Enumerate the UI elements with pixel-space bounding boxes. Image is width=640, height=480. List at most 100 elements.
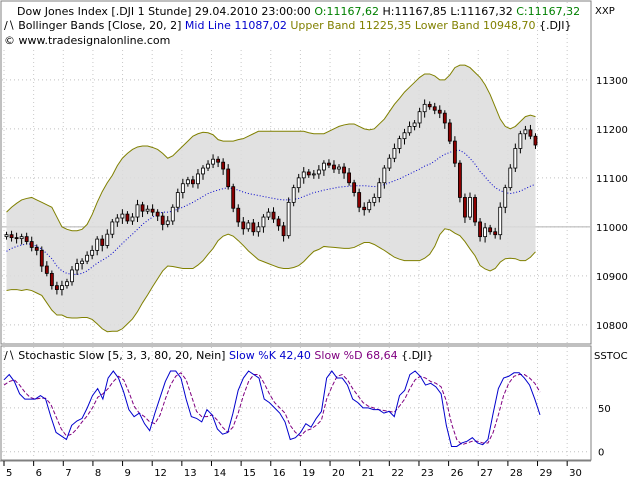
candle-body [90, 249, 95, 256]
candle-body [54, 285, 59, 290]
header-high-low: H:11167,85 L:11167,32 [382, 5, 516, 18]
time-tick-label: 15 [243, 468, 256, 479]
candle-body [362, 206, 367, 211]
candle-body [29, 241, 34, 248]
candle-body [75, 263, 79, 271]
candle-body [367, 201, 372, 211]
time-tick-label: 6 [36, 468, 42, 479]
candle-body [49, 272, 54, 287]
candle-body [372, 197, 377, 203]
time-tick-label: 28 [510, 468, 523, 479]
candle-body [417, 111, 422, 124]
header-close: C:11167,32 [516, 5, 580, 18]
candle-body [332, 164, 336, 170]
candle-body [100, 238, 105, 246]
time-tick-label: 29 [540, 468, 553, 479]
bollinger-icon: ∕∖ [4, 19, 18, 32]
time-tick-label: 27 [480, 468, 493, 479]
candle-body [231, 186, 236, 209]
stoch-name: Stochastic Slow [5, 3, 3, 80, 20, Nein] [18, 349, 229, 362]
candle-body [70, 269, 74, 283]
candle-body [140, 204, 145, 212]
candle-body [180, 183, 185, 193]
candle-body [65, 281, 69, 287]
candle-body [39, 249, 44, 267]
candle-body [206, 163, 210, 169]
candle-body [327, 162, 331, 166]
candle-body [442, 112, 447, 124]
time-tick-label: 13 [184, 468, 197, 479]
candle-body [191, 179, 195, 185]
time-tick-label: 19 [302, 468, 315, 479]
candle-body [256, 226, 261, 233]
stoch-k-label: Slow %K 42,40 [229, 349, 314, 362]
bollinger-name: Bollinger Bands [Close, 20, 2] [18, 19, 185, 32]
candle-body [337, 166, 341, 170]
candle-body [357, 192, 362, 208]
bollinger-lower: Lower Band 10948,70 [415, 19, 539, 32]
candle-body [316, 169, 321, 175]
candle-body [276, 218, 281, 227]
stoch-header: ∕∖ Stochastic Slow [5, 3, 3, 80, 20, Nei… [4, 349, 434, 362]
candle-body [196, 173, 200, 185]
candle-body [281, 225, 286, 237]
candle-body [352, 182, 357, 193]
candle-body [412, 122, 417, 127]
candle-body [251, 222, 256, 233]
time-tick-label: 20 [332, 468, 345, 479]
header-line-1: Dow Jones Index [.DJI 1 Stunde] 29.04.20… [17, 5, 580, 18]
stoch-grid [2, 347, 590, 459]
candle-body [518, 133, 523, 149]
candle-body [120, 213, 125, 219]
time-tick-label: 16 [273, 468, 286, 479]
stoch-tick-label: 0 [598, 448, 604, 459]
candle-body [246, 222, 251, 230]
candle-body [458, 162, 462, 198]
candle-body [321, 162, 326, 171]
candle-body [44, 265, 49, 274]
candle-body [185, 179, 190, 185]
candle-body [266, 211, 271, 218]
candle-body [14, 237, 19, 240]
candle-body [261, 216, 266, 228]
candle-body [216, 158, 221, 163]
y-tick-label: 10800 [596, 321, 628, 332]
time-axis: 5 6 7 8 9 12 13 14 15 16 19 20 21 22 23 26 27 28 29 30 [0, 460, 591, 479]
candle-body [342, 166, 346, 174]
candle-body [135, 204, 140, 218]
candle-body [311, 173, 316, 176]
candle-body [478, 221, 482, 238]
candle-body [165, 220, 170, 225]
candle-body [508, 167, 513, 189]
candle-body [211, 158, 215, 165]
stoch-symbol: {.DJI} [401, 349, 433, 362]
candle-body [60, 285, 64, 290]
candle-body [236, 207, 241, 223]
candle-body [427, 103, 432, 108]
candle-body [463, 197, 467, 218]
candle-body [291, 187, 296, 203]
candle-body [452, 140, 457, 164]
candle-body [95, 238, 100, 251]
candle-body [513, 148, 518, 169]
stoch-icon: ∕∖ [4, 349, 18, 362]
stoch-tick-label: 50 [598, 404, 611, 415]
copyright-line: © www.tradesignalonline.com [4, 34, 170, 47]
candle-body [488, 227, 493, 233]
y-tick-label: 11100 [596, 174, 628, 185]
candle-body [447, 122, 452, 142]
candle-body [382, 167, 387, 184]
bollinger-lower-line [6, 228, 536, 333]
slow-d-line [3, 372, 541, 446]
candle-body [221, 161, 226, 170]
header-open: O:11167,62 [314, 5, 382, 18]
candle-body [468, 197, 472, 218]
slow-k-line [3, 370, 541, 447]
candle-body [533, 135, 538, 146]
candle-body [473, 197, 477, 223]
candle-body [296, 177, 301, 189]
time-tick-label: 8 [95, 468, 101, 479]
candle-body [80, 260, 84, 264]
bollinger-upper-line [6, 64, 536, 232]
